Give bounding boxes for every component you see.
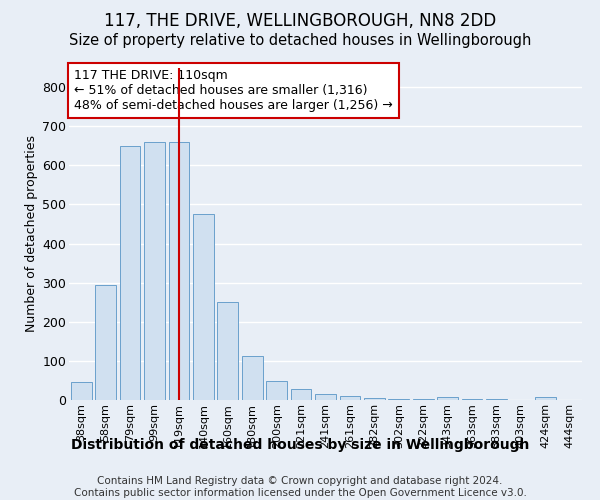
Bar <box>119 146 140 400</box>
Bar <box>242 356 263 400</box>
Bar <box>217 302 238 400</box>
Text: 117 THE DRIVE: 110sqm
← 51% of detached houses are smaller (1,316)
48% of semi-d: 117 THE DRIVE: 110sqm ← 51% of detached … <box>74 69 393 112</box>
Bar <box>413 399 434 400</box>
Bar <box>193 214 214 400</box>
Bar <box>340 396 361 400</box>
Text: Size of property relative to detached houses in Wellingborough: Size of property relative to detached ho… <box>69 32 531 48</box>
Bar <box>315 394 336 400</box>
Bar <box>364 398 385 400</box>
Bar <box>437 398 458 400</box>
Bar <box>71 382 92 400</box>
Text: Contains HM Land Registry data © Crown copyright and database right 2024.
Contai: Contains HM Land Registry data © Crown c… <box>74 476 526 498</box>
Bar <box>535 397 556 400</box>
Bar <box>266 381 287 400</box>
Bar <box>388 399 409 400</box>
Y-axis label: Number of detached properties: Number of detached properties <box>25 135 38 332</box>
Bar <box>144 142 165 400</box>
Bar <box>461 399 482 400</box>
Bar <box>95 284 116 400</box>
Bar <box>486 399 507 400</box>
Text: 117, THE DRIVE, WELLINGBOROUGH, NN8 2DD: 117, THE DRIVE, WELLINGBOROUGH, NN8 2DD <box>104 12 496 30</box>
Bar <box>290 389 311 400</box>
Text: Distribution of detached houses by size in Wellingborough: Distribution of detached houses by size … <box>71 438 529 452</box>
Bar <box>169 142 190 400</box>
